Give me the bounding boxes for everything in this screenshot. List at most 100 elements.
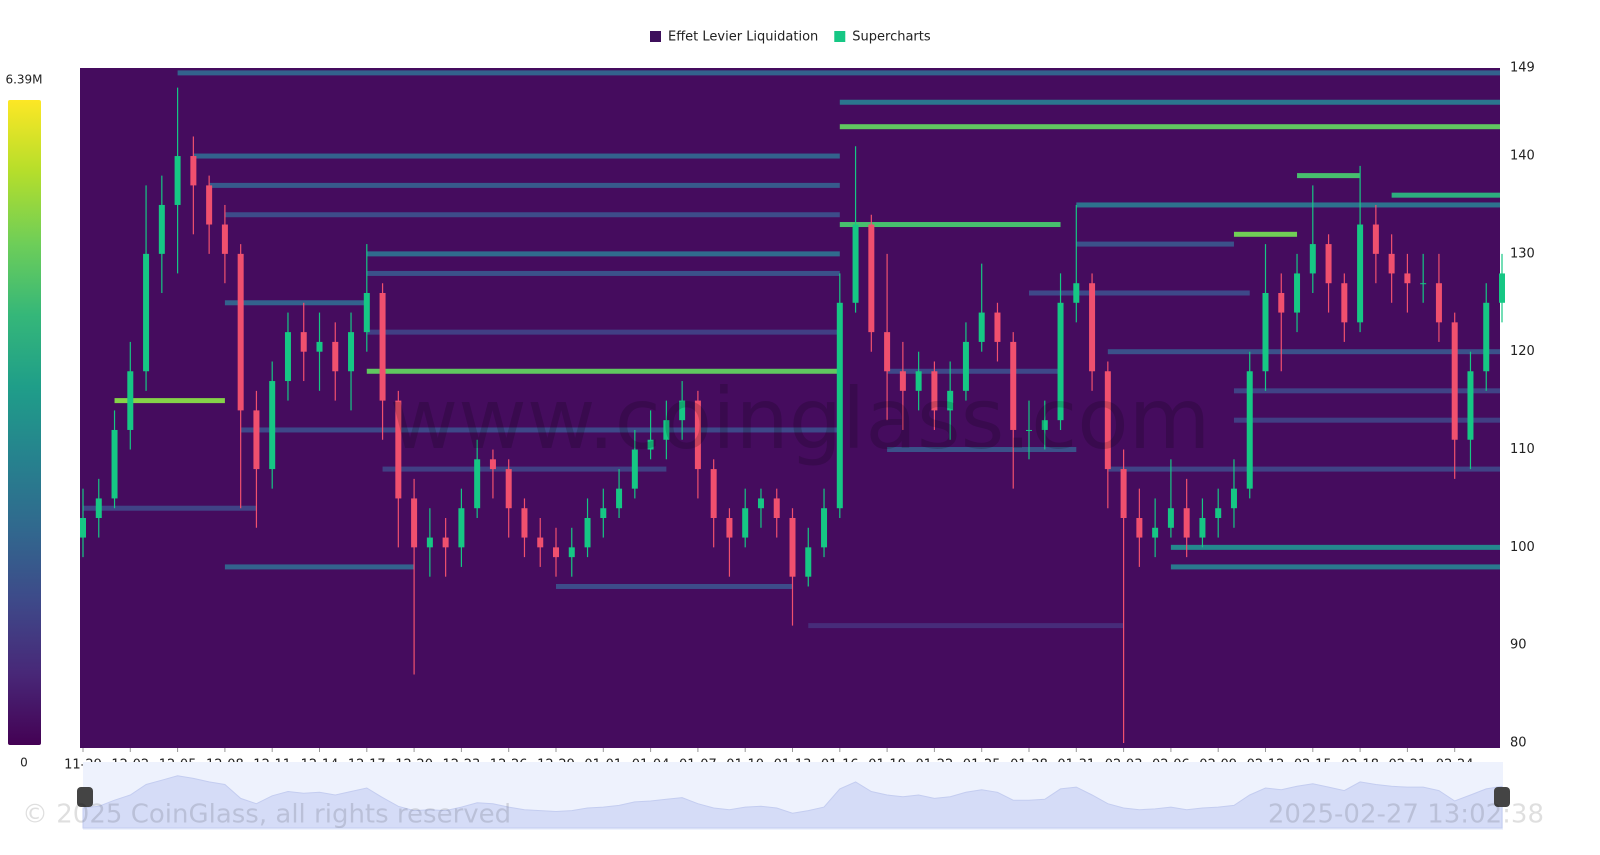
liquidation-level: [209, 182, 840, 188]
candle-body: [332, 341, 339, 372]
liquidation-level: [1233, 231, 1298, 237]
candle-body: [773, 498, 780, 518]
candle-body: [1467, 371, 1474, 440]
navigator-handle[interactable]: [77, 787, 93, 807]
candle-body: [1057, 302, 1064, 421]
candle-body: [1089, 283, 1096, 372]
candle-body: [631, 449, 638, 489]
watermark: www.coinglass.com: [389, 370, 1210, 468]
candle-body: [568, 547, 575, 558]
colorbar-max-label: 6.39M: [5, 73, 42, 87]
candle-body: [363, 293, 370, 333]
candle-body: [1136, 518, 1143, 538]
liquidation-level: [1029, 290, 1250, 296]
liquidation-level: [193, 153, 840, 159]
candle-body: [1372, 224, 1379, 254]
candle-body: [584, 518, 591, 548]
candle-body: [505, 469, 512, 509]
candle-body: [726, 518, 733, 538]
candle-body: [1357, 224, 1364, 323]
candle-body: [884, 332, 891, 372]
candle-body: [111, 429, 118, 499]
candle-body: [1435, 283, 1442, 323]
candle-body: [127, 371, 134, 430]
candle-body: [994, 312, 1001, 342]
liquidation-level: [1170, 544, 1500, 550]
candle-body: [899, 371, 906, 391]
legend-swatch: [834, 31, 846, 42]
y-tick-label: 120: [1510, 344, 1535, 359]
liquidation-level: [1391, 192, 1500, 198]
y-tick-label: 90: [1510, 638, 1527, 653]
candle-body: [411, 498, 418, 548]
liquidation-level: [839, 99, 1500, 105]
candle-body: [442, 537, 449, 548]
candle-body: [521, 508, 528, 538]
candle-body: [1230, 488, 1237, 509]
navigator-handle[interactable]: [1494, 787, 1510, 807]
candle-body: [190, 156, 197, 186]
liquidation-level: [224, 300, 367, 306]
legend-swatch: [650, 31, 661, 42]
colorbar-min-label: 0: [20, 756, 28, 770]
liquidation-level: [114, 398, 225, 404]
candle-body: [616, 488, 623, 509]
liquidation-level: [887, 368, 1061, 374]
candle-body: [1073, 283, 1080, 303]
candle-body: [1167, 508, 1174, 528]
liquidation-level: [366, 329, 840, 335]
candle-body: [80, 518, 86, 538]
liquidation-level: [177, 70, 1501, 76]
candle-body: [647, 439, 654, 450]
candle-body: [1199, 518, 1206, 538]
candle-body: [537, 537, 544, 548]
candle-body: [821, 508, 828, 548]
candle-body: [206, 185, 213, 225]
candle-body: [789, 518, 796, 577]
liquidation-level: [240, 427, 840, 433]
candle-body: [836, 302, 843, 509]
candle-body: [1309, 244, 1316, 274]
liquidation-level: [556, 583, 793, 589]
legend-label: Effet Levier Liquidation: [668, 30, 818, 45]
liquidation-level: [224, 564, 415, 570]
liquidation-level: [366, 270, 840, 276]
y-tick-label: 100: [1510, 540, 1535, 555]
liquidation-level: [839, 124, 1500, 130]
liquidation-level: [382, 466, 667, 472]
candle-body: [379, 293, 386, 401]
candle-body: [221, 224, 228, 254]
candle-body: [458, 508, 465, 548]
plot-background: [80, 68, 1500, 748]
liquidation-level: [1107, 466, 1500, 472]
candle-body: [679, 400, 686, 421]
candle-body: [1010, 341, 1017, 430]
liquidation-level: [1233, 388, 1500, 394]
candle-body: [395, 400, 402, 499]
y-tick-label: 130: [1510, 246, 1535, 261]
candle-body: [600, 508, 607, 518]
footer-timestamp: 2025-02-27 13:02:38: [1268, 800, 1544, 830]
candle-body: [1278, 293, 1285, 313]
candle-body: [742, 508, 749, 538]
candle-body: [757, 498, 764, 509]
footer-copyright: © 2025 CoinGlass, all rights reserved: [22, 800, 511, 830]
liquidation-level: [839, 222, 1061, 228]
liquidation-level: [366, 251, 840, 257]
candle-body: [1420, 283, 1427, 285]
candle-body: [962, 341, 969, 391]
liquidation-level: [808, 623, 1124, 629]
colorbar: [8, 100, 41, 745]
candle-body: [915, 371, 922, 391]
candle-body: [1026, 429, 1032, 431]
candle-body: [1104, 371, 1111, 470]
liquidation-level: [1297, 173, 1361, 179]
y-tick-label: 80: [1510, 736, 1527, 751]
candle-body: [300, 332, 307, 352]
liquidation-level: [1233, 417, 1500, 423]
candle-body: [284, 332, 291, 382]
candle-body: [1152, 527, 1159, 538]
candle-body: [1215, 508, 1222, 518]
candle-body: [95, 498, 102, 518]
